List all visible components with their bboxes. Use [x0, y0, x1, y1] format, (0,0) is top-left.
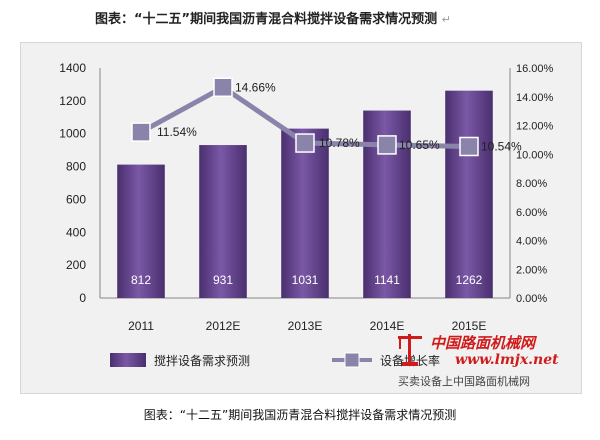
y-right-tick-label: 16.00% — [516, 63, 554, 75]
y-right-tick-label: 10.00% — [516, 149, 554, 161]
y-right-tick-label: 14.00% — [516, 92, 554, 104]
growth-rate-marker — [459, 136, 479, 157]
x-axis: 2011 2012E 2013E 2014E 2015E — [100, 297, 510, 333]
growth-rate-marker — [213, 77, 233, 98]
return-mark-icon: ↵ — [441, 13, 451, 26]
page-title-text: 图表：“十二五”期间我国沥青混合料搅拌设备需求情况预测 — [95, 12, 438, 27]
growth-rate-marker — [131, 122, 151, 142]
chart: 0 200 400 600 800 1000 1200 1400 0.00% 2.00% 4.00… — [59, 61, 554, 368]
y-right-tick-label: 2.00% — [516, 264, 547, 276]
y-left-tick-label: 400 — [66, 225, 86, 239]
growth-rate-label: 14.66% — [235, 80, 276, 94]
y-left-tick-label: 0 — [79, 291, 86, 305]
y-left-tick-label: 800 — [66, 160, 86, 174]
bar-data-label: 931 — [213, 273, 233, 287]
x-tick-label: 2012E — [206, 319, 241, 333]
x-tick-label: 2011 — [128, 319, 154, 333]
bar-data-label: 1262 — [456, 273, 483, 287]
growth-rate-label: 10.78% — [319, 136, 360, 150]
figure-caption: 图表：“十二五”期间我国沥青混合料搅拌设备需求情况预测 — [143, 408, 457, 422]
y-left-tick-label: 1000 — [59, 127, 86, 141]
bar — [445, 90, 493, 298]
bar-data-label: 1031 — [292, 273, 319, 287]
y-right-tick-label: 4.00% — [516, 236, 547, 248]
y-axis-left: 0 200 400 600 800 1000 1200 1400 — [59, 61, 101, 305]
bar — [281, 128, 329, 298]
legend: 搅拌设备需求预测设备增长率 — [110, 352, 440, 368]
page-title: 图表：“十二五”期间我国沥青混合料搅拌设备需求情况预测 ↵ — [95, 8, 575, 27]
x-tick-label: 2015E — [452, 319, 487, 333]
legend-line-marker — [344, 352, 360, 368]
growth-rate-label: 10.54% — [481, 139, 522, 153]
y-right-tick-label: 12.00% — [516, 121, 554, 133]
y-left-tick-label: 200 — [66, 258, 86, 272]
y-left-tick-label: 600 — [66, 192, 86, 206]
legend-bar-label: 搅拌设备需求预测 — [154, 353, 250, 368]
growth-rate-label: 11.54% — [157, 125, 197, 139]
growth-rate-marker — [295, 133, 315, 153]
bar — [199, 145, 247, 298]
legend-bar-swatch — [110, 353, 146, 367]
crane-logo-icon — [396, 332, 424, 368]
y-left-tick-label: 1400 — [59, 61, 86, 75]
watermark-url: www.lmjx.net — [455, 352, 559, 368]
bar-series: 812 931 1031 1141 1262 — [117, 90, 493, 298]
y-left-tick-label: 1200 — [59, 94, 86, 108]
bar — [117, 164, 165, 298]
x-tick-label: 2013E — [288, 319, 323, 333]
x-tick-label: 2014E — [370, 319, 405, 333]
watermark-site-name: 中国路面机械网 — [430, 334, 536, 352]
growth-rate-marker — [377, 135, 397, 155]
y-right-tick-label: 6.00% — [516, 207, 547, 219]
line-series: 11.54% 14.66% 10.78% 10.65% 10.54% — [131, 77, 522, 157]
y-right-tick-label: 0.00% — [516, 293, 547, 305]
y-right-tick-label: 8.00% — [516, 178, 547, 190]
growth-rate-label: 10.65% — [399, 138, 440, 152]
watermark-slogan: 买卖设备上中国路面机械网 — [398, 375, 530, 388]
bar-data-label: 812 — [131, 273, 151, 287]
y-axis-right: 0.00% 2.00% 4.00% 6.00% 8.00% 10.00% 12.00% 14.… — [509, 63, 554, 305]
bar-data-label: 1141 — [374, 273, 400, 287]
